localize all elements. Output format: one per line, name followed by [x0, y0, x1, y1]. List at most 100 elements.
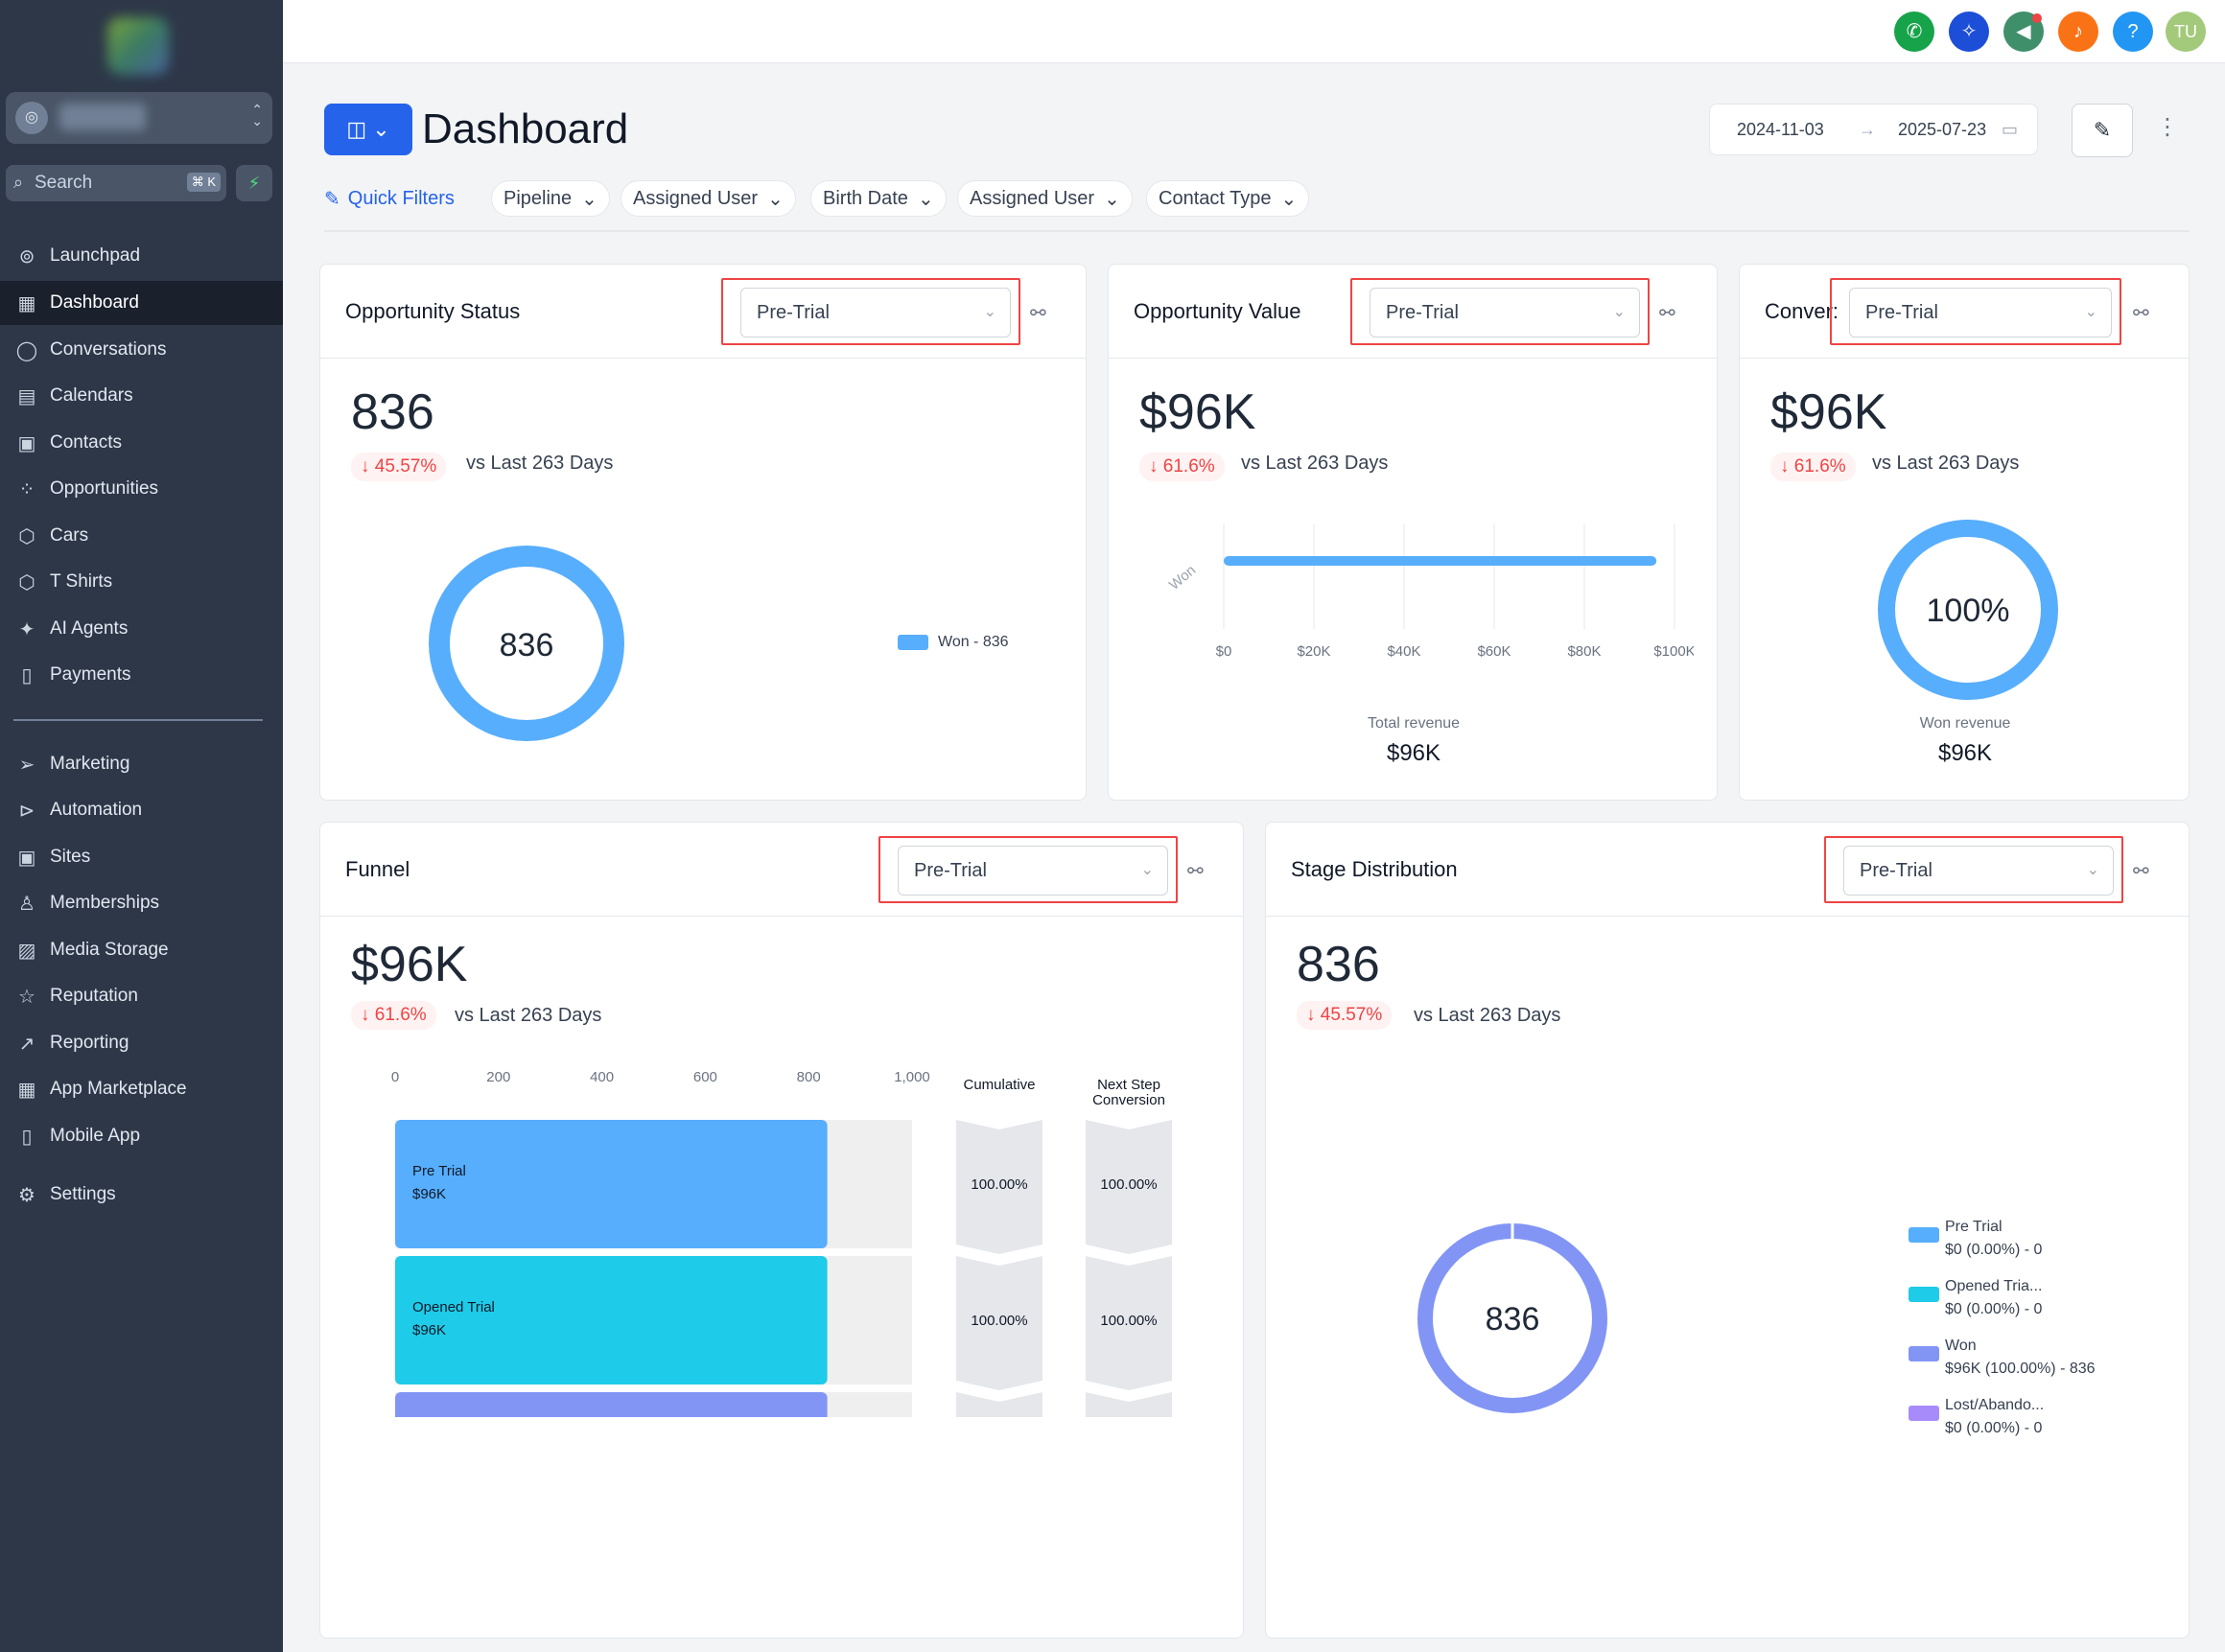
x-tick-label: 600	[693, 1069, 717, 1085]
sidebar-item-cars[interactable]: ⬡ Cars	[0, 514, 283, 558]
x-tick-label: $20K	[1297, 643, 1330, 660]
filter-assigned-user[interactable]: Assigned User ⌄	[621, 180, 796, 217]
metric-value: 836	[351, 384, 434, 440]
phone-icon[interactable]: ✆	[1894, 12, 1934, 52]
megaphone-icon[interactable]: ◀	[2003, 12, 2044, 52]
settings-sliders-icon[interactable]: ⚯	[1187, 861, 1204, 882]
chevron-updown-icon: ⌃ ⌄	[251, 102, 263, 128]
settings-sliders-icon[interactable]: ⚯	[2133, 861, 2149, 882]
legend-item: Opened Tria... $0 (0.00%) - 0	[1909, 1275, 2042, 1321]
bell-icon[interactable]: ♪	[2058, 12, 2098, 52]
footer-value: $96K	[1386, 740, 1441, 766]
footer-value: $96K	[1937, 740, 1993, 766]
funnel-stage-value: $96K	[412, 1186, 446, 1202]
sidebar-item-conversations[interactable]: ◯ Conversations	[15, 339, 167, 361]
card-title: Opportunity Status	[345, 299, 521, 323]
shortcut-badge: ⌘ K	[186, 173, 221, 192]
phone-icon: ▯	[21, 1126, 33, 1148]
user-avatar[interactable]: TU	[2166, 12, 2206, 52]
sidebar-item-ai-agents[interactable]: ✦ AI Agents	[0, 607, 283, 651]
sidebar-item-opportunities[interactable]: ⁘ Opportunities	[0, 467, 283, 511]
pipeline-select[interactable]: Pre-Trial ⌄	[1370, 288, 1640, 337]
filter-pipeline[interactable]: Pipeline ⌄	[491, 180, 610, 217]
status-donut-chart: 836	[429, 546, 624, 741]
contacts-icon: ▣	[17, 432, 36, 454]
sidebar-item-dashboard[interactable]: ▦ Dashboard	[0, 281, 283, 325]
card-header	[1109, 265, 1717, 359]
sidebar-item-reputation[interactable]: ☆ Reputation	[0, 974, 283, 1018]
sidebar-item-memberships[interactable]: ♙ Memberships	[0, 881, 283, 925]
metric-value: 836	[1297, 937, 1380, 992]
sidebar-item-settings[interactable]: ⚙ Settings	[0, 1173, 283, 1217]
pipeline-select-wrapper: Pre-Trial ⌄	[1824, 836, 2123, 903]
box-icon: ⬡	[18, 571, 35, 593]
settings-sliders-icon[interactable]: ⚯	[1659, 303, 1675, 324]
x-tick-label: $0	[1216, 643, 1232, 660]
card-title: Funnel	[345, 857, 410, 881]
legend-item: Lost/Abando... $0 (0.00%) - 0	[1909, 1394, 2044, 1440]
pipeline-select[interactable]: Pre-Trial ⌄	[1843, 846, 2114, 896]
sidebar-item-calendars[interactable]: ▤ Calendars	[0, 374, 283, 418]
bar-won	[1224, 556, 1657, 566]
legend-text: Won $96K (100.00%) - 836	[1945, 1335, 2096, 1381]
sidebar-item-mobile-app[interactable]: ▯ Mobile App	[0, 1114, 283, 1158]
filter-contact-type[interactable]: Contact Type ⌄	[1146, 180, 1310, 217]
sidebar-item-marketing[interactable]: ➢ Marketing	[0, 742, 283, 786]
chevron-down-icon: ⌄	[983, 304, 996, 320]
legend-text: Opened Tria... $0 (0.00%) - 0	[1945, 1275, 2042, 1321]
sidebar-item-reporting[interactable]: ↗ Reporting	[0, 1021, 283, 1065]
comparison-text: vs Last 263 Days	[455, 1005, 602, 1026]
pipeline-select[interactable]: Pre-Trial ⌄	[1849, 288, 2112, 337]
sidebar-item-media-storage[interactable]: ▨ Media Storage	[0, 928, 283, 972]
settings-sliders-icon[interactable]: ⚯	[1030, 303, 1046, 324]
x-tick-label: $60K	[1477, 643, 1511, 660]
trend-icon: ↗	[18, 1033, 35, 1055]
cumulative-chevron-label: 100.00%	[971, 1313, 1027, 1329]
legend-name: Lost/Abando...	[1945, 1397, 2045, 1413]
calendar-icon: ▭	[2002, 120, 2019, 139]
pipeline-select-wrapper: Pre-Trial ⌄	[878, 836, 1178, 903]
chat-icon: ◯	[15, 339, 38, 361]
more-options-icon[interactable]: ⋮	[2156, 114, 2179, 140]
rocket-icon: ⊚	[18, 245, 35, 268]
search-input[interactable]: ⌕ Search ⌘ K	[6, 165, 226, 201]
account-switcher[interactable]: ◎ ⌃ ⌄	[6, 92, 272, 144]
sidebar-item-automation[interactable]: ⊳ Automation	[0, 788, 283, 832]
x-tick-label: $40K	[1387, 643, 1420, 660]
quick-action-bolt-icon[interactable]: ⚡	[236, 165, 272, 201]
sidebar-item-payments[interactable]: ▯ Payments	[0, 653, 283, 697]
sparkle-icon[interactable]: ✧	[1949, 12, 1989, 52]
settings-sliders-icon[interactable]: ⚯	[2133, 303, 2149, 324]
sidebar-item-app-marketplace[interactable]: ▦ App Marketplace	[0, 1067, 283, 1111]
date-to: 2025-07-23	[1898, 120, 1987, 139]
receipt-icon: ▯	[21, 664, 33, 686]
filter-assigned-user-2[interactable]: Assigned User ⌄	[957, 180, 1133, 217]
legend-detail: $96K (100.00%) - 836	[1945, 1361, 2096, 1377]
sidebar-item-t-shirts[interactable]: ⬡ T Shirts	[0, 560, 283, 604]
cumulative-chevron	[956, 1392, 1042, 1417]
pipeline-select[interactable]: Pre-Trial ⌄	[898, 846, 1168, 896]
pipeline-select-wrapper: Pre-Trial ⌄	[1350, 278, 1650, 345]
gear-icon: ⚙	[18, 1184, 35, 1206]
sidebar-item-launchpad[interactable]: ⊚ Launchpad	[0, 234, 283, 278]
chevron-down-icon: ⌄	[1612, 304, 1626, 320]
chevron-down-icon: ⌄	[2084, 304, 2097, 320]
chevron-down-icon: ⌄	[1140, 862, 1154, 878]
dashboard-switcher-button[interactable]: ◫ ⌄	[324, 104, 412, 155]
comparison-text: vs Last 263 Days	[1872, 453, 2020, 474]
sidebar-item-contacts[interactable]: ▣ Contacts	[0, 421, 283, 465]
date-range-picker[interactable]: 2024-11-03 → 2025-07-23 ▭	[1709, 104, 2038, 155]
next-step-chevron	[1086, 1120, 1172, 1254]
sidebar-item-sites[interactable]: ▣ Sites	[0, 835, 283, 879]
pipeline-select-wrapper: Pre-Trial ⌄	[721, 278, 1020, 345]
card-header	[1266, 823, 2189, 917]
help-icon[interactable]: ?	[2113, 12, 2153, 52]
top-bar: ✆ ✧ ◀ ♪ ? TU	[283, 0, 2225, 63]
pipeline-select[interactable]: Pre-Trial ⌄	[740, 288, 1011, 337]
donut-slice-won	[1878, 520, 2058, 700]
apps-icon: ▦	[17, 1079, 36, 1101]
filter-birth-date[interactable]: Birth Date ⌄	[810, 180, 947, 217]
x-tick-label: 1,000	[894, 1069, 930, 1085]
quick-filters-link[interactable]: ✎ Quick Filters	[324, 187, 455, 210]
edit-dashboard-button[interactable]: ✎	[2072, 104, 2133, 157]
